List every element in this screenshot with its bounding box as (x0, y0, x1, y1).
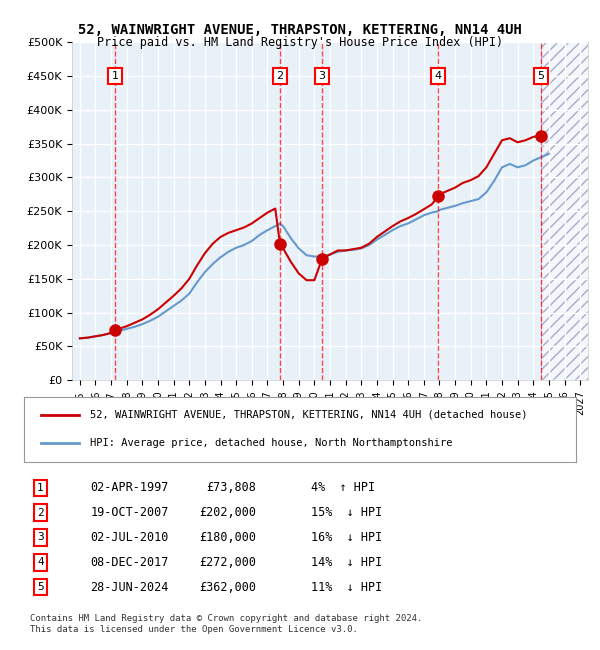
Text: £272,000: £272,000 (199, 556, 256, 569)
Text: 5: 5 (37, 582, 44, 592)
Text: £362,000: £362,000 (199, 580, 256, 593)
Bar (541, 42, 588, 380)
Text: 52, WAINWRIGHT AVENUE, THRAPSTON, KETTERING, NN14 4UH (detached house): 52, WAINWRIGHT AVENUE, THRAPSTON, KETTER… (90, 410, 528, 420)
Text: 08-DEC-2017: 08-DEC-2017 (90, 556, 169, 569)
Text: 3: 3 (319, 71, 326, 81)
Text: 3: 3 (37, 532, 44, 543)
Text: 14%  ↓ HPI: 14% ↓ HPI (311, 556, 382, 569)
Text: 4: 4 (434, 71, 442, 81)
Text: Price paid vs. HM Land Registry's House Price Index (HPI): Price paid vs. HM Land Registry's House … (97, 36, 503, 49)
Text: 15%  ↓ HPI: 15% ↓ HPI (311, 506, 382, 519)
Bar (541, 42, 588, 380)
Text: 16%  ↓ HPI: 16% ↓ HPI (311, 531, 382, 544)
Text: 1: 1 (37, 483, 44, 493)
Text: 52, WAINWRIGHT AVENUE, THRAPSTON, KETTERING, NN14 4UH: 52, WAINWRIGHT AVENUE, THRAPSTON, KETTER… (78, 23, 522, 37)
Text: 1: 1 (112, 71, 119, 81)
Text: 5: 5 (538, 71, 545, 81)
Text: Contains HM Land Registry data © Crown copyright and database right 2024.
This d: Contains HM Land Registry data © Crown c… (30, 614, 422, 634)
Text: 2: 2 (37, 508, 44, 517)
Text: 19-OCT-2007: 19-OCT-2007 (90, 506, 169, 519)
Text: 4: 4 (37, 557, 44, 567)
Text: 02-APR-1997: 02-APR-1997 (90, 482, 169, 495)
Text: £202,000: £202,000 (199, 506, 256, 519)
Text: 4%  ↑ HPI: 4% ↑ HPI (311, 482, 375, 495)
Text: HPI: Average price, detached house, North Northamptonshire: HPI: Average price, detached house, Nort… (90, 438, 453, 448)
Text: 2: 2 (277, 71, 284, 81)
Text: 11%  ↓ HPI: 11% ↓ HPI (311, 580, 382, 593)
Text: 28-JUN-2024: 28-JUN-2024 (90, 580, 169, 593)
Text: £180,000: £180,000 (199, 531, 256, 544)
Text: 02-JUL-2010: 02-JUL-2010 (90, 531, 169, 544)
Text: £73,808: £73,808 (206, 482, 256, 495)
